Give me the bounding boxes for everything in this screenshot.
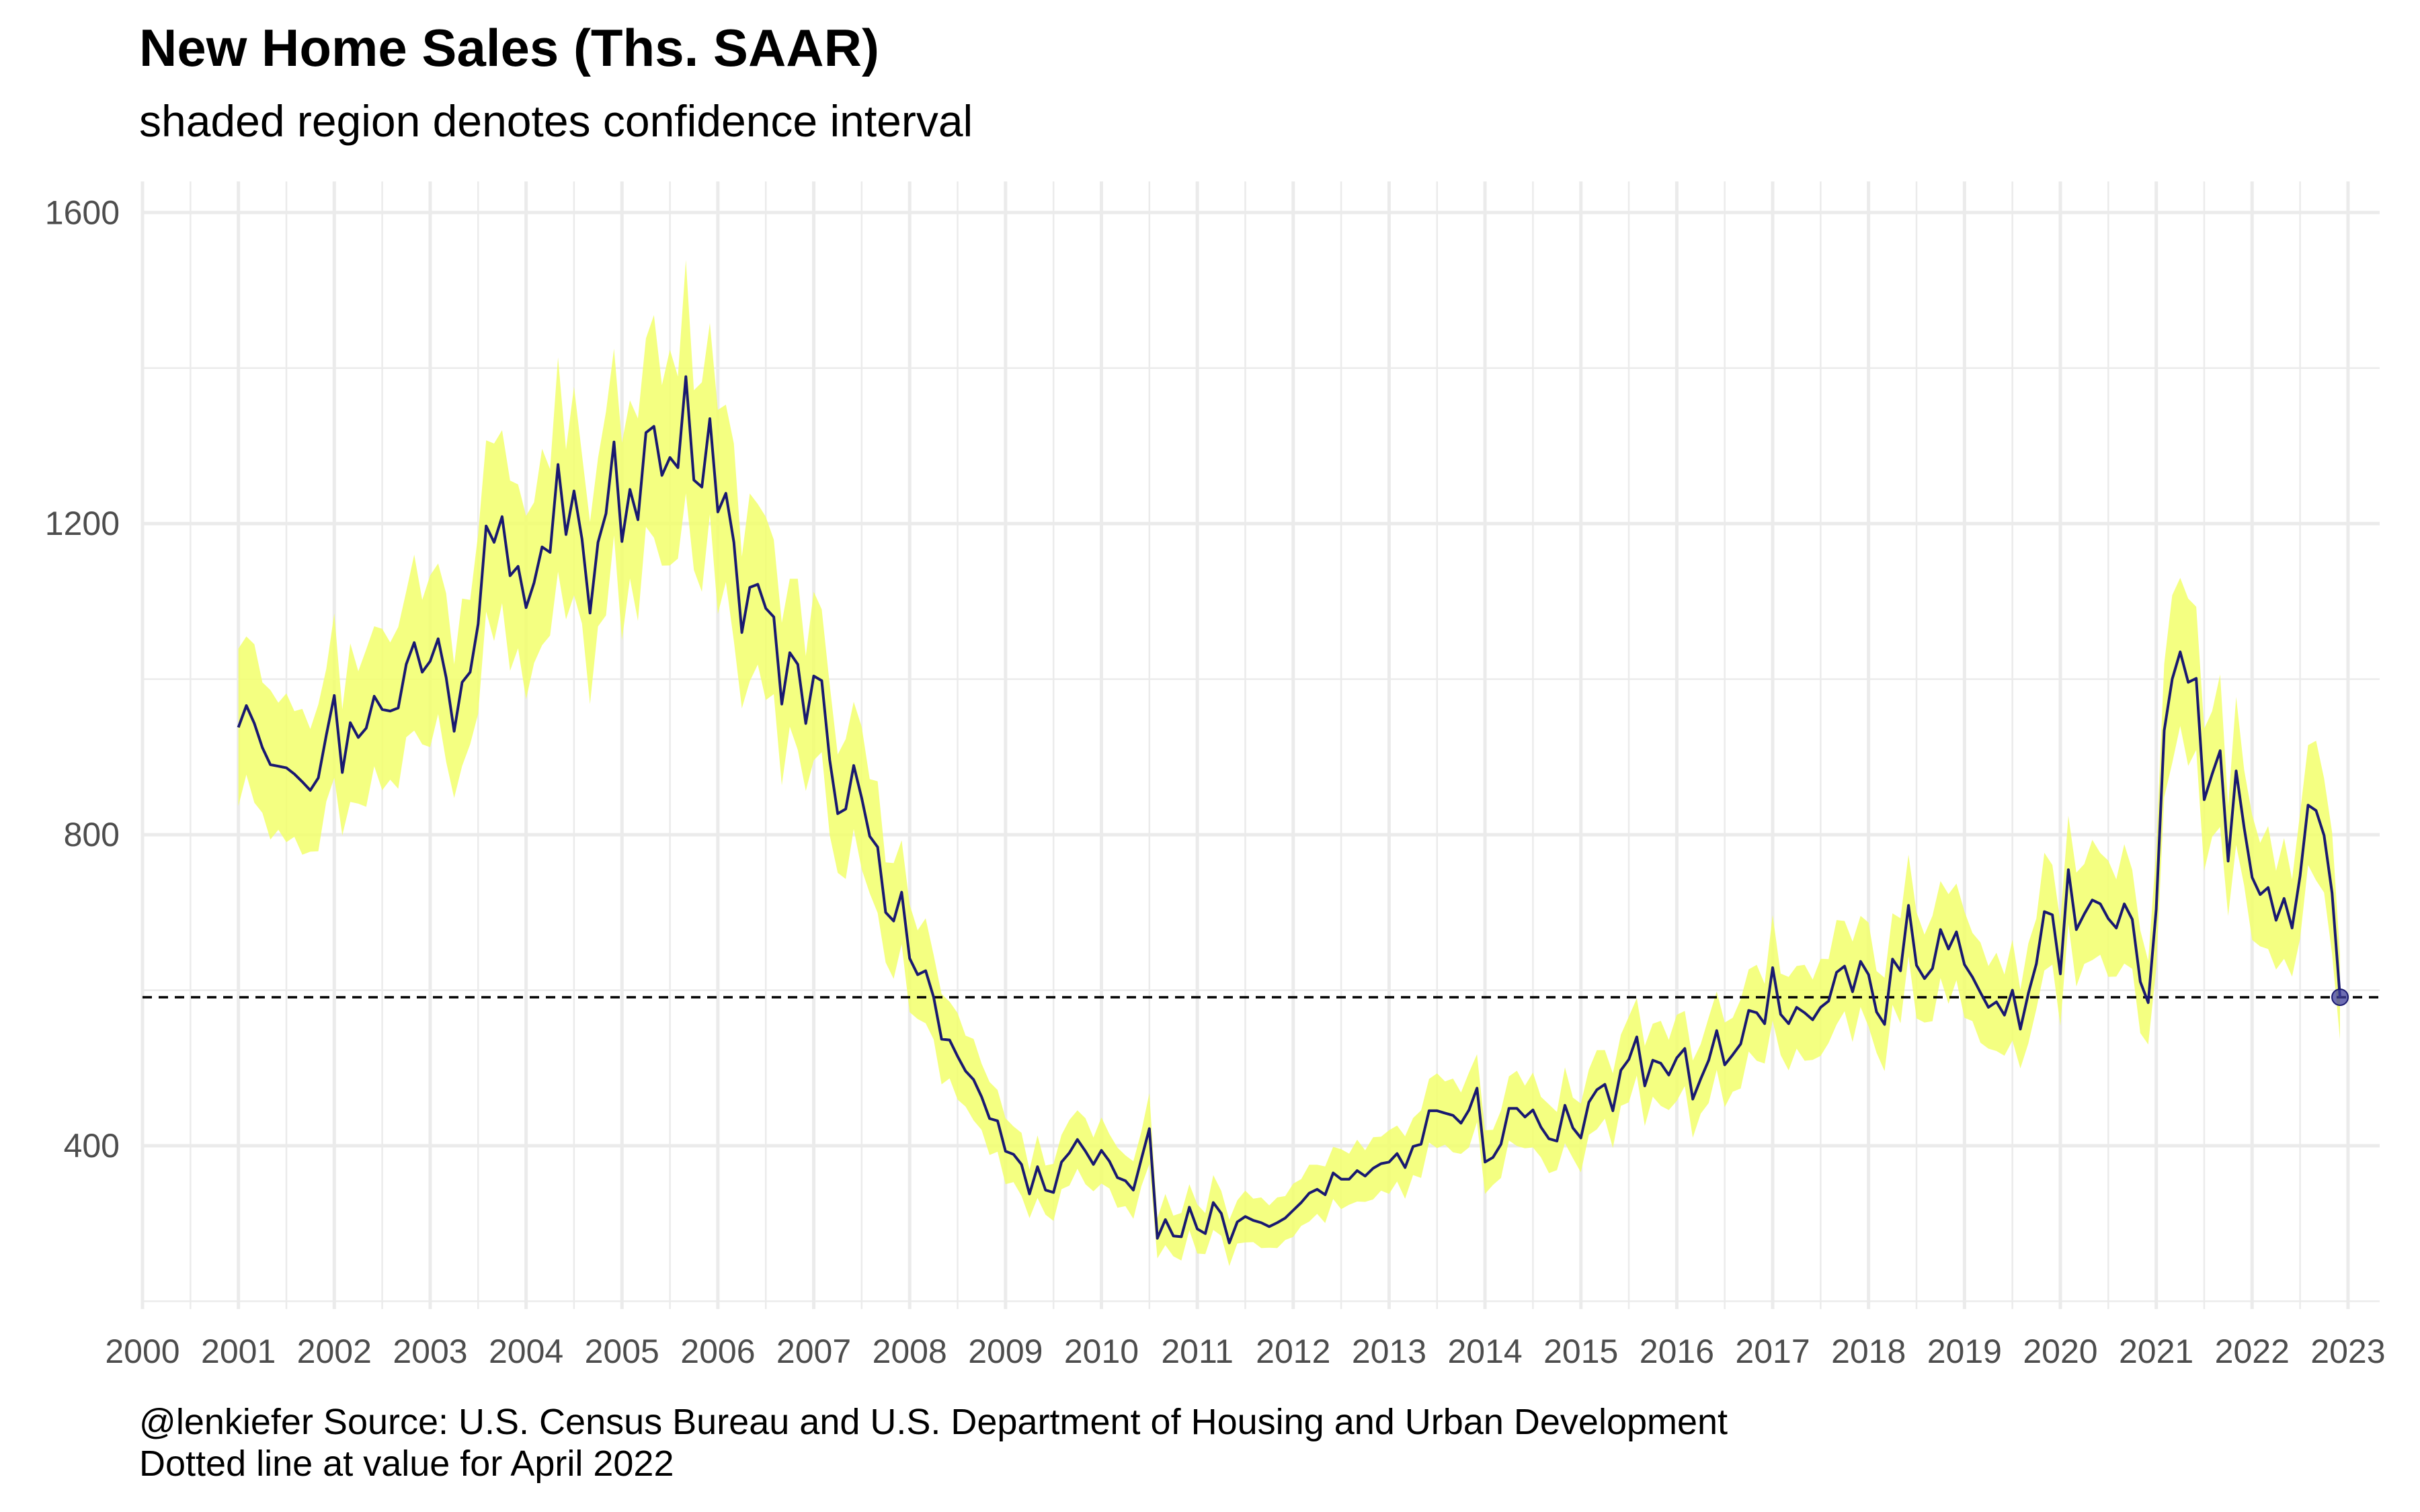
y-tick-label: 400 (64, 1127, 120, 1165)
x-tick-label: 2001 (201, 1333, 276, 1370)
x-axis-ticks: 2000 2001 2002 2003 2004 2005 2006 2007 2008 2009… (105, 1333, 2385, 1370)
y-axis-ticks: 400 800 1200 1600 (45, 194, 120, 1165)
x-tick-label: 2014 (1447, 1333, 1522, 1370)
x-tick-label: 2016 (1640, 1333, 1714, 1370)
last-value-point (2331, 988, 2349, 1006)
chart-subtitle: shaded region denotes confidence interva… (139, 96, 973, 146)
confidence-band (238, 259, 2340, 1266)
x-tick-label: 2018 (1831, 1333, 1906, 1370)
x-tick-label: 2006 (680, 1333, 755, 1370)
x-tick-label: 2023 (2310, 1333, 2385, 1370)
x-tick-label: 2013 (1352, 1333, 1426, 1370)
sales-series-line (237, 375, 2341, 1245)
caption-note: Dotted line at value for April 2022 (139, 1443, 674, 1484)
x-tick-label: 2004 (489, 1333, 563, 1370)
x-tick-label: 2012 (1256, 1333, 1330, 1370)
x-tick-label: 2022 (2215, 1333, 2290, 1370)
x-tick-label: 2010 (1064, 1333, 1139, 1370)
x-tick-label: 2017 (1735, 1333, 1810, 1370)
x-tick-label: 2005 (585, 1333, 659, 1370)
x-tick-label: 2009 (968, 1333, 1043, 1370)
caption-source: @lenkiefer Source: U.S. Census Bureau an… (139, 1402, 1728, 1442)
grid-lines (140, 181, 2380, 1309)
x-tick-label: 2021 (2119, 1333, 2193, 1370)
x-tick-label: 2015 (1543, 1333, 1618, 1370)
y-tick-label: 1200 (45, 505, 120, 542)
y-tick-label: 800 (64, 816, 120, 853)
x-tick-label: 2008 (873, 1333, 947, 1370)
x-tick-label: 2002 (297, 1333, 372, 1370)
y-tick-label: 1600 (45, 194, 120, 231)
x-tick-label: 2003 (393, 1333, 467, 1370)
x-tick-label: 2011 (1161, 1333, 1234, 1370)
x-tick-label: 2020 (2023, 1333, 2097, 1370)
chart-title: New Home Sales (Ths. SAAR) (139, 18, 879, 77)
x-tick-label: 2019 (1927, 1333, 2002, 1370)
x-tick-label: 2000 (105, 1333, 179, 1370)
x-tick-label: 2007 (776, 1333, 851, 1370)
chart-caption: @lenkiefer Source: U.S. Census Bureau an… (139, 1401, 1728, 1484)
